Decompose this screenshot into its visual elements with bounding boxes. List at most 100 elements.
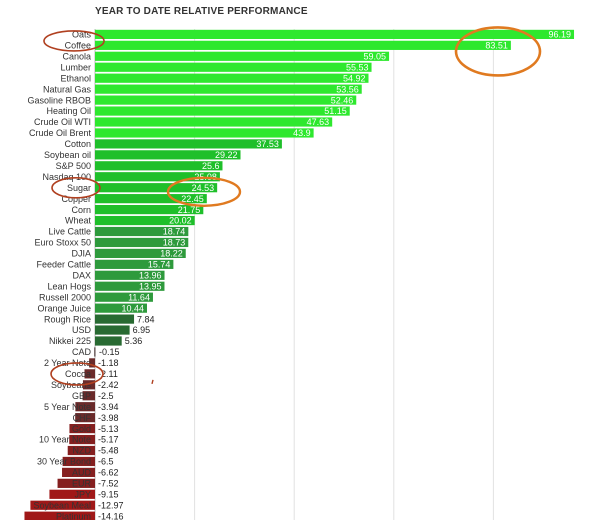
bar-dax (95, 270, 165, 280)
value-label: 13.96 (139, 270, 162, 280)
annotation-circle-sugar (51, 176, 101, 199)
annotation-circle-oats-coffee (43, 30, 105, 52)
category-label: DAX (72, 270, 91, 280)
category-label: Soybean Meal (33, 500, 91, 510)
value-label: 55.53 (346, 62, 369, 72)
bar-rough-rice (95, 314, 135, 324)
category-label: Sugar (67, 183, 91, 193)
category-label: Gold (72, 424, 91, 434)
bar-euro-stoxx-50 (95, 237, 189, 248)
value-label: -5.17 (98, 435, 119, 445)
bar-canola (95, 51, 390, 61)
bar-soybean-meal (30, 500, 95, 510)
category-label: Live Cattle (48, 227, 91, 237)
bar-cotton (95, 139, 282, 149)
category-label: EUR (72, 479, 92, 489)
value-label: -5.13 (98, 424, 119, 434)
category-label: Cocoa (65, 369, 91, 379)
value-label: -6.62 (98, 468, 119, 478)
bar-lean-hogs (95, 281, 165, 291)
value-label: -6.5 (98, 457, 114, 467)
bar-oats (95, 29, 575, 39)
bar-live-cattle (95, 226, 189, 237)
value-label: 6.95 (133, 325, 151, 335)
bar-gasoline-rbob (95, 95, 357, 105)
bar-orange-juice (95, 303, 147, 313)
value-label: 18.74 (163, 227, 186, 237)
value-label: 52.46 (331, 95, 354, 105)
value-label: 11.64 (128, 292, 150, 302)
category-label: Oats (72, 30, 92, 40)
category-label: Gasoline RBOB (27, 95, 91, 105)
category-label: 10 Year Note (39, 435, 91, 445)
bar-ethanol (95, 73, 369, 83)
bar-10-year-note (69, 434, 95, 445)
category-label: Lean Hogs (47, 281, 91, 291)
category-label: USD (72, 325, 92, 335)
category-label: Crude Oil Brent (29, 128, 92, 138)
value-label: 59.05 (364, 51, 387, 61)
bar-gbp (82, 391, 95, 401)
value-label: 25.6 (202, 161, 220, 171)
value-label: -2.11 (98, 369, 118, 379)
bar-djia (95, 248, 186, 258)
category-label: JPY (74, 489, 91, 499)
value-label: 24.53 (192, 183, 215, 193)
category-label: CAD (72, 347, 92, 357)
annotation-circle-cocoa (50, 362, 104, 386)
category-label: Lumber (60, 62, 91, 72)
category-label: NZD (73, 446, 92, 456)
bar-crude-oil-wti (95, 117, 333, 127)
category-label: 5 Year Note (44, 402, 91, 412)
bar-gold (69, 424, 95, 434)
category-label: Wheat (65, 216, 92, 226)
value-label: -2.5 (98, 391, 114, 401)
category-label: Coffee (65, 41, 91, 51)
bar-2-year-note (89, 358, 95, 368)
bar-s-p-500 (95, 161, 223, 171)
bar-coffee (95, 40, 511, 50)
value-label: 21.75 (178, 205, 201, 215)
category-label: Orange Juice (37, 303, 91, 313)
bar-jpy (49, 489, 95, 499)
bar-chf (75, 413, 95, 423)
category-label: Platinum (56, 511, 91, 520)
bar-eur (57, 478, 95, 488)
bars (24, 29, 575, 520)
chart-title: YEAR TO DATE RELATIVE PERFORMANCE (95, 6, 308, 17)
category-label: Canola (62, 51, 91, 61)
value-label: 20.02 (169, 216, 192, 226)
value-labels: 96.19 83.51 59.0555.5354.9253.5652.4651.15… (98, 30, 571, 520)
annotations (43, 26, 542, 386)
category-label: Heating Oil (46, 106, 91, 116)
category-label: Feeder Cattle (36, 260, 91, 270)
value-label: 29.22 (215, 150, 238, 160)
category-label: S&P 500 (56, 161, 91, 171)
value-label: -5.48 (98, 446, 119, 456)
bar-sugar (95, 183, 218, 193)
value-label: 10.44 (121, 303, 144, 313)
category-label: Soybean oil (44, 150, 91, 160)
value-label: 47.63 (307, 117, 330, 127)
bar-crude-oil-brent (95, 128, 314, 138)
category-label: 30 Year Bond (37, 457, 91, 467)
category-label: CHF (73, 413, 92, 423)
bar-usd (95, 325, 130, 335)
bar-cocoa (84, 369, 95, 379)
bar-platinum (24, 511, 95, 520)
value-label: -3.94 (98, 402, 119, 412)
category-label: GBP (72, 391, 91, 401)
category-label: Corn (71, 205, 91, 215)
value-label: -7.52 (98, 479, 119, 489)
bar-corn (95, 205, 204, 215)
value-label: 53.56 (336, 84, 359, 94)
value-label: 7.84 (137, 314, 155, 324)
value-label: 51.15 (324, 106, 347, 116)
category-label: AUD (72, 468, 92, 478)
value-label: -1.18 (98, 358, 119, 368)
value-label: -9.15 (98, 489, 119, 499)
bar-copper (95, 194, 207, 204)
value-label: 54.92 (343, 73, 366, 83)
